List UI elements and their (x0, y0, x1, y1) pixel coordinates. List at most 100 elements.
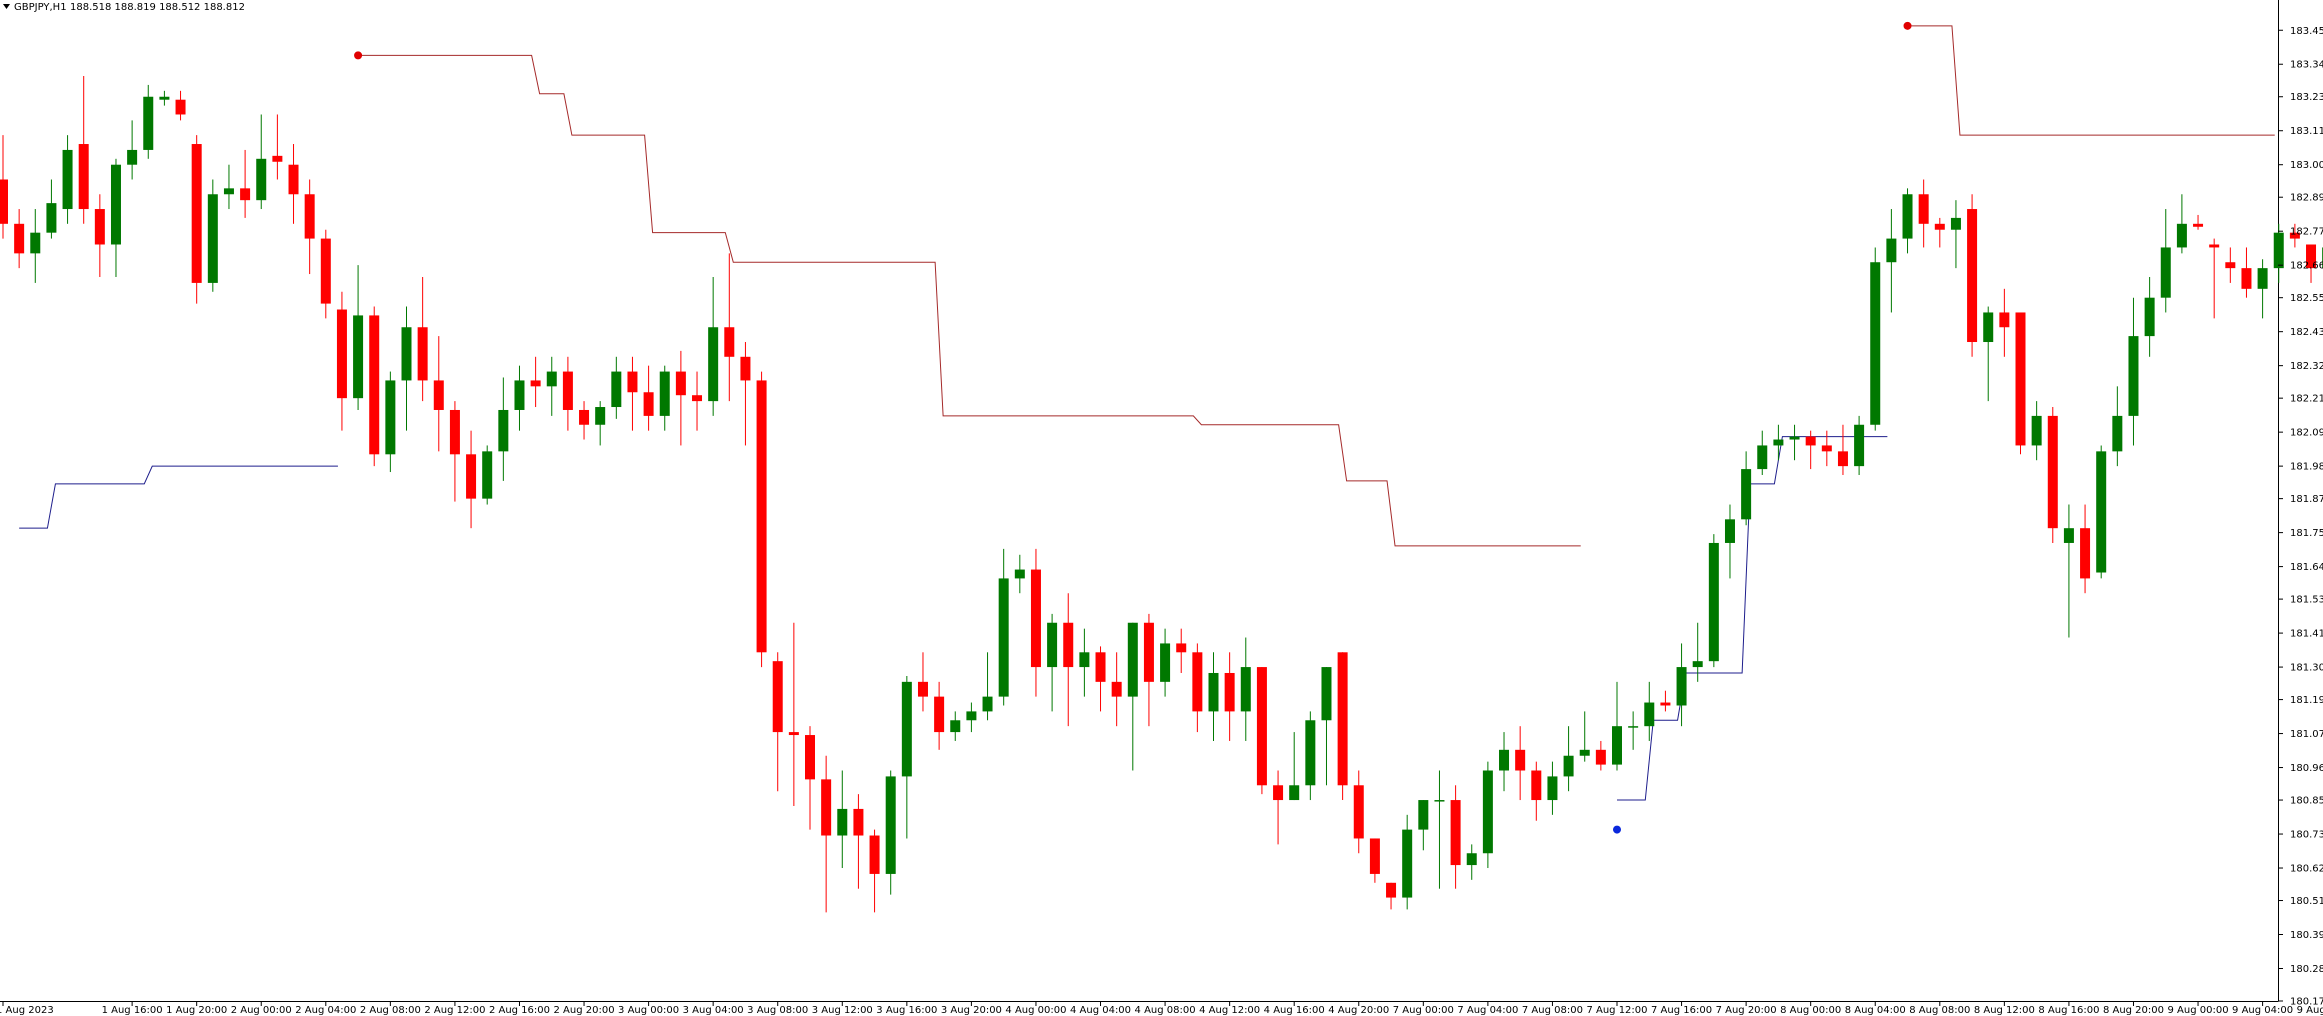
candle (46, 179, 57, 239)
candle (1305, 711, 1316, 801)
candle-body (2128, 336, 2139, 416)
candle-body (1014, 569, 1025, 579)
candle (401, 306, 412, 431)
candle (627, 356, 638, 431)
candle (1240, 637, 1251, 741)
candle (175, 90, 186, 121)
time-tick-label: 7 Aug 00:00 (1393, 1005, 1454, 1016)
candle (950, 711, 961, 741)
candle (2080, 504, 2091, 594)
candle-body (2080, 528, 2091, 579)
candle-body (1434, 800, 1445, 802)
candle-body (2273, 232, 2284, 269)
time-tick-label: 4 Aug 04:00 (1070, 1005, 1131, 1016)
candle-body (1531, 770, 1542, 801)
candle-body (1724, 519, 1735, 543)
upper-stop-segment (358, 54, 1581, 547)
candle-body (1176, 643, 1187, 653)
candle (2257, 259, 2268, 319)
candle-body (2031, 415, 2042, 446)
candle-body (2063, 528, 2074, 543)
candle (1095, 646, 1106, 712)
time-tick-label: 8 Aug 00:00 (1780, 1005, 1841, 1016)
candle-body (1273, 785, 1284, 801)
candle (724, 253, 735, 402)
candle (1256, 667, 1267, 795)
price-tick-label: 183.230 (2290, 92, 2323, 103)
candle-body (724, 327, 735, 357)
candle (1612, 681, 1622, 771)
candle (821, 755, 832, 913)
candle (2289, 223, 2300, 248)
candle-body (1240, 667, 1251, 712)
candle (2144, 277, 2155, 357)
candle-body (998, 578, 1009, 697)
candle (643, 365, 654, 431)
candle-body (740, 356, 751, 381)
time-tick-label: 7 Aug 16:00 (1651, 1005, 1712, 1016)
candle (1773, 424, 1784, 461)
candle (2112, 386, 2123, 467)
candle-body (482, 451, 493, 499)
price-tick-label: 181.190 (2290, 695, 2323, 706)
price-tick-label: 183.000 (2290, 160, 2323, 171)
candle (611, 356, 622, 419)
candle (256, 114, 267, 210)
candle (385, 371, 396, 473)
price-tick-label: 180.735 (2290, 830, 2323, 841)
collapse-triangle-icon[interactable] (3, 4, 10, 9)
candle-body (320, 238, 331, 304)
candle (1224, 652, 1235, 741)
candle (1127, 622, 1138, 771)
candle (934, 681, 945, 750)
candle-body (611, 371, 622, 408)
candle (30, 209, 41, 283)
time-tick-label: 3 Aug 12:00 (812, 1005, 873, 1016)
candle (1967, 194, 1978, 357)
candle (369, 306, 380, 467)
candle (240, 149, 251, 218)
candle (901, 675, 912, 839)
candle-body (1628, 726, 1639, 728)
candle-body (1143, 622, 1154, 682)
candle-body (304, 194, 315, 239)
price-tick-label: 181.415 (2290, 629, 2323, 640)
candle (2273, 223, 2284, 283)
candle (2128, 297, 2139, 446)
candle (788, 622, 799, 806)
candle (1837, 424, 1848, 475)
price-tick-label: 183.455 (2290, 26, 2323, 37)
candle (2225, 247, 2236, 283)
chart-header: GBPJPY,H1 188.518 188.819 188.512 188.81… (3, 2, 245, 13)
candle (1934, 217, 1945, 248)
candle-body (530, 380, 541, 387)
candle-body (78, 144, 89, 210)
candle (2306, 244, 2317, 283)
candle-body (1741, 469, 1752, 520)
candle (272, 114, 283, 180)
candle-body (336, 309, 347, 399)
candle (1741, 451, 1752, 526)
sell-signal-dot (1903, 21, 1912, 30)
candle-body (2112, 415, 2123, 452)
time-tick-label: 7 Aug 20:00 (1716, 1005, 1777, 1016)
candle (692, 371, 703, 431)
candle (1030, 548, 1041, 697)
candle (1854, 415, 1865, 475)
candle-body (1789, 436, 1800, 440)
price-tick-label: 180.960 (2290, 763, 2323, 774)
candle-body (143, 96, 154, 150)
candle-body (788, 732, 799, 736)
candle (837, 770, 848, 869)
candle-body (1386, 882, 1397, 898)
time-axis: 1 Aug 2023 1 Aug 16:00 1 Aug 20:00 2 Aug 00… (0, 1001, 2323, 1016)
candle-body (1902, 194, 1913, 239)
candle-body (466, 454, 477, 499)
candle (966, 702, 977, 733)
candle-body (1870, 262, 1881, 425)
candle-body (1337, 652, 1348, 786)
candle-body (579, 409, 590, 425)
candle (1724, 504, 1735, 579)
candle (288, 144, 299, 224)
